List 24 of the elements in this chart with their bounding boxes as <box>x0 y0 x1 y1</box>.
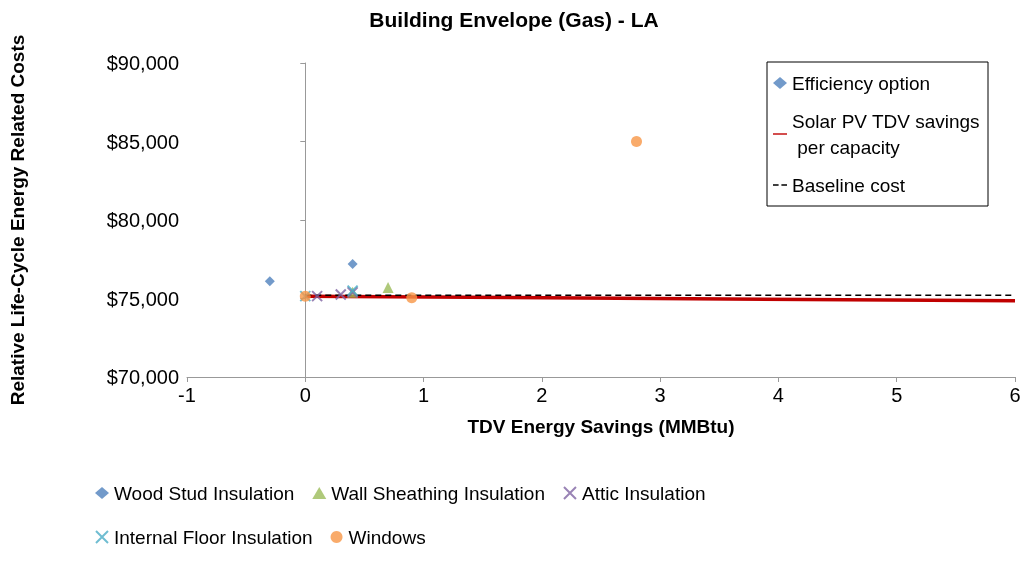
x-tick-label: 5 <box>891 384 903 406</box>
legend-label: Solar PV TDV savings per capacity <box>792 110 980 158</box>
x-tick-label: 1 <box>418 384 430 406</box>
chart-title: Building Envelope (Gas) - LA <box>369 8 659 31</box>
x-tick-label: 6 <box>1009 384 1021 406</box>
legend-label: Internal Floor Insulation <box>114 526 313 548</box>
y-tick-label: $85,000 <box>106 130 179 153</box>
x-tick-label: 3 <box>654 384 666 406</box>
x-tick-label: 2 <box>536 384 548 406</box>
x-tick-label: -1 <box>178 384 196 406</box>
legend-label: Windows <box>348 526 426 548</box>
y-tick-label: $75,000 <box>106 287 179 310</box>
x-tick-label: 4 <box>772 384 784 406</box>
y-tick-label: $80,000 <box>106 209 179 231</box>
legend-label: Efficiency option <box>792 72 931 94</box>
x-axis-title: TDV Energy Savings (MMBtu) <box>467 416 735 437</box>
x-tick-label: 0 <box>299 384 311 406</box>
y-axis-title: Relative Life-Cycle Energy Related Costs <box>7 34 28 406</box>
y-tick-label: $70,000 <box>106 366 179 388</box>
legend-label: Wood Stud Insulation <box>114 482 295 504</box>
y-tick-label: $90,000 <box>106 52 179 74</box>
legend-label: Wall Sheathing Insulation <box>331 482 545 504</box>
legend-label: Attic Insulation <box>581 482 706 504</box>
legend-label: Baseline cost <box>792 174 906 196</box>
